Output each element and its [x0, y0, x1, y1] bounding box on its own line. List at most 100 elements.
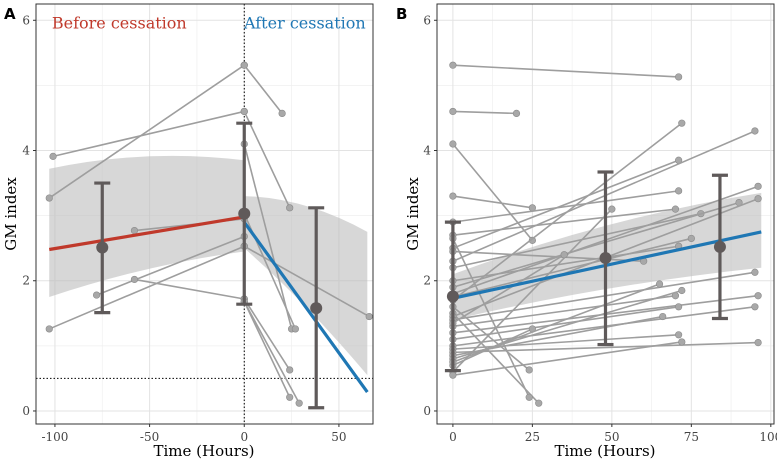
annotation-before-cessation: Before cessation [52, 14, 187, 33]
panel-b-subject-point [675, 187, 683, 195]
panel-a-subject-point [45, 325, 53, 333]
panel-a-ci-band [244, 196, 368, 376]
panel-b-subject [449, 107, 521, 117]
panel-b-group-mean [711, 173, 728, 321]
panel-b-subject-point [751, 303, 759, 311]
panel-a-subject-point [278, 109, 286, 117]
panel-b-subject-line [452, 159, 679, 249]
panel-a-x-tick-label: -100 [41, 430, 68, 444]
panel-a-subject-line [243, 301, 291, 398]
panel-a-mean-point [310, 302, 323, 315]
panel-b-subject-line [452, 190, 679, 223]
panel-b-mean-point [446, 290, 459, 303]
panel-a-fit-lines [48, 215, 369, 394]
panel-a-subject-line [243, 111, 291, 209]
panel-b-subject-point [675, 303, 683, 311]
panel-a-subject-line [243, 64, 283, 114]
panel-a-subject-point [130, 227, 139, 235]
panel-a-subject-line [243, 298, 291, 371]
panel-b-subject-point [535, 399, 543, 407]
panel-a-subject-point [240, 61, 248, 69]
panel-a-y-tick-label: 4 [22, 144, 30, 158]
panel-b-subject-line [452, 254, 565, 324]
panel-b-subject-point [678, 338, 686, 346]
panel-b-subject-point [449, 107, 457, 116]
panel-a: A 0 2 4 6 -100 -50 0 50 Before cessation After … [2, 3, 374, 460]
panel-b-subject-line [452, 64, 679, 78]
panel-a-confidence-bands [49, 155, 368, 376]
panel-a-subject-point [286, 204, 294, 212]
panel-b-x-axis-title: Time (Hours) [554, 442, 655, 460]
panel-b-group-mean [597, 170, 614, 347]
panel-b-subject-point [751, 268, 759, 276]
panel-b-subject-point [449, 371, 457, 379]
panel-a-subject-point [49, 152, 57, 160]
panel-b-subject-line [452, 143, 533, 241]
panel-b-subject-point [449, 61, 457, 69]
panel-b-subject-line [452, 201, 740, 289]
panel-b-subject-point [687, 234, 695, 243]
panel-a-label: A [4, 5, 16, 23]
panel-b-subject-line [452, 208, 676, 236]
panel-b-subject-line [452, 341, 759, 354]
panel-b-subject-line [452, 212, 702, 269]
panel-a-mean-point [238, 207, 251, 220]
panel-b-subject-point [659, 312, 667, 321]
panel-a-subject-point [365, 312, 373, 321]
panel-b-subject-line [452, 238, 530, 398]
panel-a-subject-point [45, 194, 53, 202]
panel-b-subject-line [452, 333, 679, 350]
panel-b-subject-point [525, 366, 533, 374]
panel-b-subject-point [754, 182, 762, 190]
panel-b-group-means [444, 170, 728, 373]
panel-a-subject [240, 61, 286, 117]
panel-a-subject-line [243, 245, 370, 318]
panel-a-x-tick-label: 0 [240, 430, 248, 444]
panel-a-subject-line [96, 235, 245, 296]
panel-b-subject-point [449, 140, 457, 148]
panel-a-subject-point [286, 393, 294, 401]
panel-b-subject-point [754, 339, 762, 347]
panel-b-subject [449, 156, 683, 252]
panel-a-fit-line-0 [48, 215, 245, 252]
panel-b-x-tick-label: 50 [604, 430, 619, 444]
panel-b-subject-point [675, 331, 683, 339]
panel-a-subject-point [130, 275, 139, 284]
panel-a-mean-point [96, 241, 109, 254]
panel-b-subject [449, 192, 536, 212]
panel-a-subject-line [48, 245, 245, 330]
panel-b-subject [449, 61, 683, 81]
panel-a-subject-line [52, 110, 245, 158]
panel-a-fit-line-1 [242, 221, 369, 394]
panel-b-subject-point [754, 195, 762, 203]
panel-b-subject-point [512, 109, 521, 117]
panel-b-subject-point [449, 192, 457, 200]
panel-b-subject-point [525, 393, 533, 401]
panel-b-subject [449, 234, 533, 401]
panel-b-group-mean [444, 220, 461, 373]
panel-a-group-mean [236, 121, 253, 306]
panel-a-group-mean [308, 206, 325, 410]
panel-b-subject-point [608, 205, 616, 213]
panel-a-frame [35, 3, 374, 425]
panel-a-x-tick-label: -50 [140, 430, 159, 444]
panel-b-y-axis-title: GM index [404, 177, 422, 251]
panel-a-y-axis-title: GM index [2, 177, 20, 251]
panel-b-x-tick-label: 0 [449, 430, 457, 444]
panel-a-subject-line [243, 143, 293, 330]
panel-b-mean-point [713, 240, 726, 253]
panel-a-subject-point [92, 291, 101, 299]
panel-b-subject-point [560, 251, 568, 259]
panel-a-y-tick-label: 6 [22, 13, 30, 27]
panel-b-x-tick-label: 100 [759, 430, 777, 444]
panel-a-ci-band [49, 155, 245, 298]
panel-b-subject-point [675, 73, 683, 81]
panel-a-y-tick-label: 2 [22, 274, 30, 288]
panel-b-subject-line [452, 195, 533, 209]
panel-b-y-tick-label: 4 [423, 144, 431, 158]
panel-b-y-tick-label: 2 [423, 274, 431, 288]
panel-a-subject-trajectories [45, 61, 373, 407]
panel-b-subject-point [678, 119, 686, 127]
panel-a-y-tick-label: 0 [22, 404, 30, 418]
